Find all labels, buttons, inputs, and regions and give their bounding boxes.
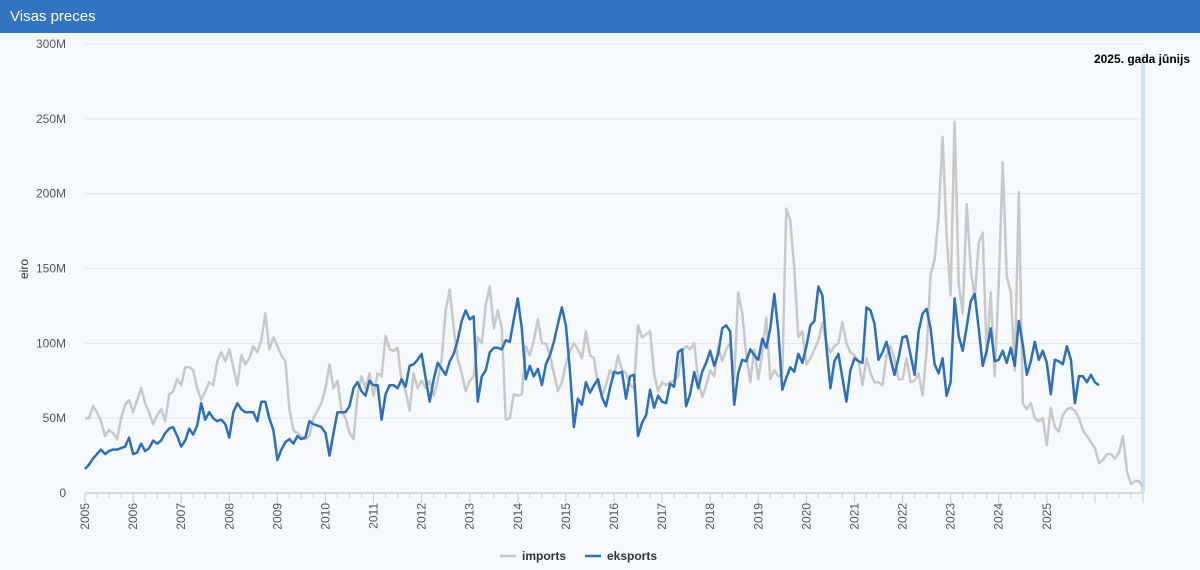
y-axis-ticks: 0 50M 100M 150M 200M 250M 300M — [36, 37, 66, 500]
series-line-imports — [85, 120, 1145, 488]
series-lines — [84, 120, 1145, 488]
y-tick-label: 300M — [36, 37, 66, 51]
x-tick-label: 2025 — [1040, 503, 1054, 530]
x-tick-label: 2021 — [847, 503, 861, 530]
x-tick-label: 2012 — [415, 503, 429, 530]
x-tick-label: 2005 — [78, 503, 92, 530]
y-tick-label: 250M — [36, 112, 66, 126]
y-tick-label: 200M — [36, 187, 66, 201]
x-axis: 2005 2006 2007 2008 2009 2010 2011 2012 2013 2014… — [78, 493, 1144, 530]
x-tick-label: 2014 — [511, 503, 525, 530]
x-tick-label: 2013 — [463, 503, 477, 530]
annotation-label: 2025. gada jūnijs — [1094, 52, 1190, 66]
x-tick-label: 2024 — [992, 503, 1006, 530]
legend-label-imports[interactable]: imports — [522, 549, 566, 563]
y-tick-label: 100M — [36, 336, 66, 350]
x-tick-label: 2010 — [318, 503, 332, 530]
x-tick-label: 2020 — [799, 503, 813, 530]
legend-label-eksports[interactable]: eksports — [607, 549, 657, 563]
y-tick-label: 150M — [36, 262, 66, 276]
page-title: Visas preces — [10, 8, 96, 25]
legend: imports eksports — [500, 549, 657, 563]
x-tick-label: 2008 — [222, 503, 236, 530]
x-tick-label: 2016 — [607, 503, 621, 530]
x-tick-label: 2019 — [751, 503, 765, 530]
header-bar: Visas preces — [0, 0, 1200, 33]
x-tick-label: 2017 — [655, 503, 669, 530]
y-axis-label: eiro — [17, 259, 31, 279]
current-month-highlight — [1141, 54, 1145, 493]
x-tick-label: 2022 — [896, 503, 910, 530]
series-line-eksports — [84, 285, 1100, 470]
x-tick-label: 2015 — [559, 503, 573, 530]
x-tick-label: 2006 — [126, 503, 140, 530]
y-tick-label: 0 — [59, 486, 66, 500]
x-tick-label: 2011 — [367, 503, 381, 529]
x-tick-label: 2023 — [944, 503, 958, 530]
x-tick-label: 2007 — [174, 503, 188, 530]
x-tick-label: 2018 — [703, 503, 717, 530]
y-tick-label: 50M — [43, 411, 66, 425]
x-tick-label: 2009 — [270, 503, 284, 530]
